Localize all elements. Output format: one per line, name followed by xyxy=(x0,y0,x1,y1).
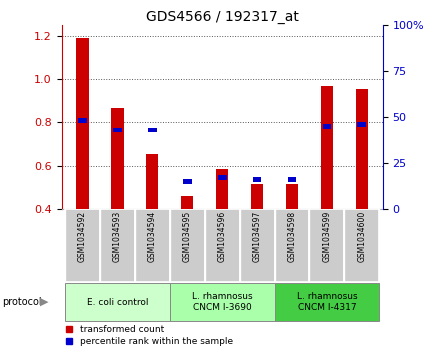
Bar xyxy=(135,209,170,282)
Bar xyxy=(323,124,331,129)
Bar xyxy=(345,209,379,282)
Text: GSM1034600: GSM1034600 xyxy=(357,211,367,262)
Text: GSM1034595: GSM1034595 xyxy=(183,211,192,262)
Bar xyxy=(146,154,158,209)
Bar xyxy=(253,177,261,182)
Bar xyxy=(148,128,157,132)
Text: GSM1034596: GSM1034596 xyxy=(218,211,227,262)
Bar xyxy=(77,38,88,209)
Bar xyxy=(183,179,192,184)
Bar xyxy=(218,175,227,180)
Bar xyxy=(100,209,135,282)
Text: L. rhamnosus
CNCM I-3690: L. rhamnosus CNCM I-3690 xyxy=(192,293,253,312)
Bar xyxy=(240,209,275,282)
Bar xyxy=(288,177,297,182)
Bar xyxy=(251,184,263,209)
Text: GSM1034599: GSM1034599 xyxy=(323,211,331,262)
Bar xyxy=(181,196,194,209)
Text: GSM1034592: GSM1034592 xyxy=(78,211,87,262)
Text: protocol: protocol xyxy=(2,297,42,307)
Bar xyxy=(286,184,298,209)
Text: ▶: ▶ xyxy=(40,297,48,307)
Bar xyxy=(113,128,122,132)
Bar xyxy=(356,89,368,209)
Text: GSM1034598: GSM1034598 xyxy=(287,211,297,262)
Bar xyxy=(216,169,228,209)
Bar xyxy=(205,209,240,282)
Text: E. coli control: E. coli control xyxy=(87,298,148,307)
Bar xyxy=(321,86,333,209)
Bar xyxy=(65,209,100,282)
Text: GSM1034593: GSM1034593 xyxy=(113,211,122,262)
Bar xyxy=(275,283,379,321)
Bar xyxy=(170,209,205,282)
Bar xyxy=(78,118,87,123)
Text: GSM1034597: GSM1034597 xyxy=(253,211,262,262)
Bar xyxy=(111,109,124,209)
Text: L. rhamnosus
CNCM I-4317: L. rhamnosus CNCM I-4317 xyxy=(297,293,357,312)
Bar xyxy=(170,283,275,321)
Title: GDS4566 / 192317_at: GDS4566 / 192317_at xyxy=(146,11,299,24)
Bar xyxy=(65,283,170,321)
Bar xyxy=(275,209,309,282)
Bar xyxy=(357,122,366,127)
Bar xyxy=(309,209,345,282)
Text: GSM1034594: GSM1034594 xyxy=(148,211,157,262)
Legend: transformed count, percentile rank within the sample: transformed count, percentile rank withi… xyxy=(66,325,233,346)
